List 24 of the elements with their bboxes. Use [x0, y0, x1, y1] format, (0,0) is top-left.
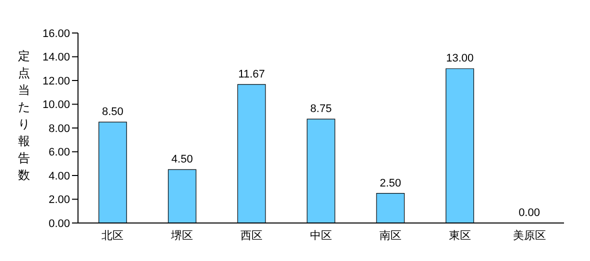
y-tick-label: 8.00 [48, 122, 70, 135]
y-tick-label: 2.00 [48, 194, 70, 206]
y-tick-label: 16.00 [42, 28, 70, 40]
y-tick-label: 4.00 [48, 170, 70, 182]
y-tick-label: 0.00 [48, 218, 70, 230]
x-tick-label: 中区 [310, 228, 332, 242]
x-tick-label: 美原区 [512, 228, 546, 242]
data-label: 4.50 [171, 154, 193, 166]
data-label: 0.00 [518, 207, 540, 219]
data-label: 8.75 [310, 103, 332, 116]
y-axis-title: 定点当たり報告数 [18, 48, 31, 184]
data-label: 2.50 [380, 177, 402, 190]
data-label: 11.67 [238, 68, 265, 80]
x-tick-label: 堺区 [170, 230, 194, 242]
data-label: 8.50 [102, 106, 124, 118]
y-tick-label: 10.00 [42, 99, 70, 112]
y-tick-label: 14.00 [42, 52, 70, 64]
x-tick-label: 南区 [379, 228, 402, 242]
data-label: 13.00 [446, 52, 474, 65]
x-tick-label: 東区 [448, 228, 471, 242]
y-tick-label: 6.00 [48, 146, 70, 159]
x-tick-label: 北区 [102, 228, 124, 242]
y-tick-label: 12.00 [42, 75, 70, 88]
x-tick-label: 西区 [240, 230, 263, 242]
